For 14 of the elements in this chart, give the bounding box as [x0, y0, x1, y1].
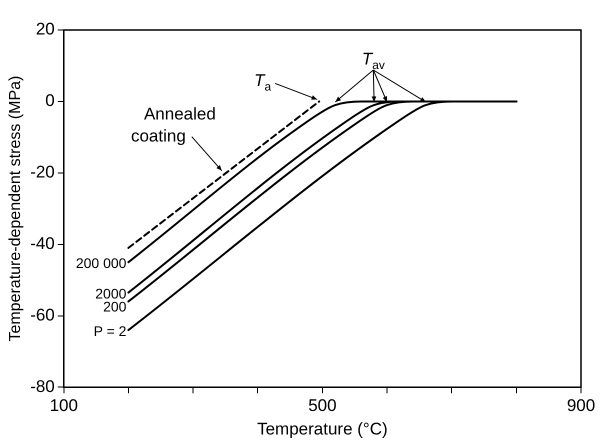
series-label: P = 2 — [94, 322, 127, 339]
series-label: 200 000 — [76, 255, 127, 272]
x-axis-title: Temperature (°C) — [257, 419, 388, 438]
y-tick-label: -20 — [30, 162, 55, 182]
series-label: Annealed coating — [130, 104, 216, 146]
y-tick-label: 0 — [45, 91, 55, 110]
y-tick-label: -40 — [30, 234, 55, 254]
x-tick-label: 100 — [50, 396, 78, 416]
y-tick-label: 20 — [36, 20, 55, 39]
x-tick-label: 500 — [308, 396, 337, 416]
y-tick-label: -60 — [30, 305, 55, 324]
y-axis-title: Temperature-dependent stress (MPa) — [7, 76, 24, 342]
x-tick-label: 900 — [566, 396, 596, 416]
y-tick-label: -80 — [30, 376, 55, 396]
